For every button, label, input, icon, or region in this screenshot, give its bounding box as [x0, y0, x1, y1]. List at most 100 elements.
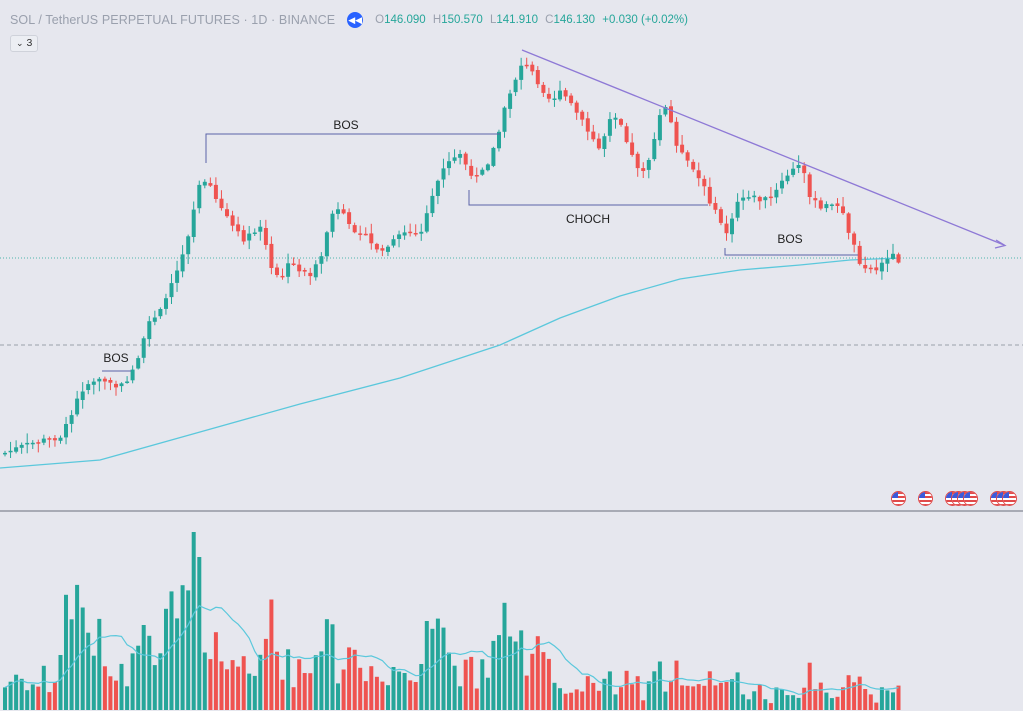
volume-bar	[186, 590, 191, 710]
candle-body	[369, 233, 374, 244]
volume-bar	[669, 680, 673, 710]
candle-body	[291, 263, 296, 265]
candle-body	[152, 317, 157, 322]
event-markers[interactable]	[918, 491, 935, 506]
volume-bar	[824, 692, 829, 710]
volume-bar	[652, 671, 657, 710]
candle-body	[596, 138, 601, 149]
candle-body	[752, 195, 757, 198]
volume-bar	[219, 661, 224, 710]
volume-bar	[569, 692, 574, 710]
volume-bar	[724, 682, 729, 710]
volume-bar	[363, 681, 368, 710]
event-markers[interactable]	[945, 491, 980, 506]
low-value: 141.910	[496, 14, 538, 26]
volume-bar	[563, 693, 568, 710]
bos-line-1[interactable]	[205, 133, 500, 163]
candle-body	[785, 175, 790, 182]
volume-bar	[807, 662, 812, 710]
candle-body	[768, 196, 773, 199]
candle-body	[807, 174, 812, 197]
candle-body	[119, 383, 124, 387]
symbol-title[interactable]: SOL / TetherUS PERPETUAL FUTURES · 1D · …	[10, 13, 336, 27]
candle-body	[463, 153, 468, 165]
bos-line-3[interactable]	[724, 248, 858, 256]
moving-average-line	[0, 257, 901, 469]
event-markers[interactable]	[891, 491, 908, 506]
choch-line[interactable]	[468, 190, 708, 206]
high-label: H	[432, 14, 442, 26]
candle-body	[585, 118, 590, 132]
close-label: C	[545, 14, 554, 26]
volume-bar	[374, 676, 379, 710]
candle-body	[757, 196, 762, 202]
candle-body	[530, 64, 535, 72]
candle-body	[275, 267, 279, 275]
volume-bar	[863, 689, 868, 710]
candle-body	[424, 213, 429, 232]
us-flag-icon[interactable]	[918, 491, 933, 506]
volume-bar	[580, 691, 585, 710]
volume-bar	[752, 691, 757, 710]
volume-bar	[136, 645, 141, 710]
us-flag-icon[interactable]	[891, 491, 906, 506]
candle-body	[36, 442, 41, 444]
indicator-toggle[interactable]: ⌄ 3	[10, 35, 39, 52]
candle-body	[91, 381, 96, 385]
candle-body	[258, 226, 263, 232]
volume-bar	[52, 682, 57, 710]
candle-body	[763, 197, 768, 201]
candle-body	[635, 153, 640, 169]
volume-bar	[519, 630, 524, 710]
volume-bar	[25, 690, 30, 710]
volume-bar	[596, 690, 601, 710]
candle-body	[607, 119, 612, 136]
candle-body	[413, 233, 418, 235]
volume-bar	[114, 680, 118, 710]
volume-bar	[785, 695, 790, 710]
volume-bar	[868, 694, 873, 710]
candle-body	[702, 178, 707, 187]
volume-bar	[718, 682, 723, 710]
volume-bar	[30, 684, 35, 710]
event-markers[interactable]	[990, 491, 1019, 506]
open-value: 146.090	[384, 14, 426, 26]
volume-bar	[774, 687, 779, 710]
candle-body	[502, 107, 507, 132]
volume-bar	[197, 557, 202, 710]
volume-bar	[513, 641, 518, 710]
volume-ma-line	[4, 604, 899, 695]
volume-bar	[236, 666, 241, 710]
volume-bar	[319, 651, 324, 710]
volume-bar	[497, 635, 501, 710]
candle-body	[896, 254, 901, 263]
candle-body	[19, 444, 24, 448]
change-value: +0.030 (+0.02%)	[602, 14, 688, 26]
candle-body	[646, 160, 651, 170]
volume-bar	[80, 607, 85, 710]
us-flag-icon[interactable]	[1002, 491, 1017, 506]
candle-body	[563, 90, 568, 97]
candle-body	[52, 438, 57, 441]
volume-bar	[152, 665, 157, 710]
candle-body	[247, 233, 252, 241]
volume-bar	[369, 666, 374, 710]
candle-body	[508, 93, 513, 109]
open-label: O	[375, 14, 385, 26]
volume-bar	[102, 666, 107, 710]
candle-body	[591, 131, 596, 140]
volume-bar	[191, 532, 196, 710]
volume-bar	[202, 652, 207, 710]
volume-bar	[641, 700, 646, 710]
rewind-icon[interactable]: ◀◀	[347, 12, 364, 28]
volume-bar	[64, 594, 68, 710]
candle-body	[513, 79, 518, 93]
candle-body	[386, 246, 390, 252]
volume-bar	[91, 655, 96, 710]
volume-bar	[8, 681, 13, 710]
trendline[interactable]	[521, 49, 1005, 246]
volume-bar	[41, 665, 46, 710]
us-flag-icon[interactable]	[963, 491, 978, 506]
candle-body	[241, 230, 246, 242]
